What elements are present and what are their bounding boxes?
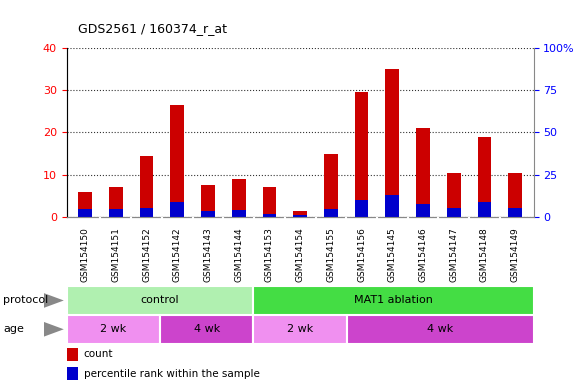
Bar	[477, 137, 491, 217]
Text: GSM154142: GSM154142	[173, 227, 182, 282]
Text: 4 wk: 4 wk	[427, 324, 454, 334]
Bar	[416, 128, 430, 217]
Bar	[67, 348, 78, 361]
Bar	[416, 204, 430, 217]
Text: GSM154149: GSM154149	[510, 227, 520, 282]
Text: protocol: protocol	[3, 295, 48, 306]
Bar	[293, 211, 307, 217]
Bar	[78, 192, 92, 217]
Bar	[263, 187, 276, 217]
Text: GDS2561 / 160374_r_at: GDS2561 / 160374_r_at	[78, 22, 227, 35]
Bar	[201, 185, 215, 217]
Text: age: age	[3, 324, 24, 334]
Text: MAT1 ablation: MAT1 ablation	[354, 295, 433, 306]
Text: GSM154153: GSM154153	[265, 227, 274, 282]
Text: GSM154156: GSM154156	[357, 227, 366, 282]
Text: GSM154143: GSM154143	[204, 227, 212, 282]
Bar	[385, 195, 399, 217]
Text: GSM154144: GSM154144	[234, 227, 243, 282]
Bar	[109, 209, 123, 217]
Bar	[201, 211, 215, 217]
Text: GSM154151: GSM154151	[111, 227, 120, 282]
Text: percentile rank within the sample: percentile rank within the sample	[84, 369, 259, 379]
Text: GSM154154: GSM154154	[296, 227, 304, 282]
Bar	[67, 367, 78, 380]
Bar	[253, 315, 347, 344]
Text: GSM154150: GSM154150	[81, 227, 90, 282]
Bar	[171, 105, 184, 217]
Bar	[171, 202, 184, 217]
Bar	[385, 69, 399, 217]
Text: GSM154145: GSM154145	[388, 227, 397, 282]
Bar	[508, 173, 522, 217]
Bar	[78, 209, 92, 217]
Text: 2 wk: 2 wk	[287, 324, 313, 334]
Bar	[160, 315, 253, 344]
Text: GSM154152: GSM154152	[142, 227, 151, 282]
Text: GSM154146: GSM154146	[419, 227, 427, 282]
Bar	[109, 187, 123, 217]
Text: GSM154155: GSM154155	[327, 227, 335, 282]
Bar	[232, 179, 245, 217]
Text: GSM154147: GSM154147	[450, 227, 458, 282]
Bar	[508, 208, 522, 217]
Text: control: control	[141, 295, 179, 306]
Text: 4 wk: 4 wk	[194, 324, 220, 334]
Bar	[447, 208, 461, 217]
Bar	[347, 315, 534, 344]
Bar	[293, 215, 307, 217]
Bar	[67, 315, 160, 344]
Bar	[447, 173, 461, 217]
Bar	[355, 200, 368, 217]
Bar	[477, 202, 491, 217]
Polygon shape	[44, 293, 64, 308]
Polygon shape	[44, 322, 64, 337]
Bar	[232, 210, 245, 217]
Bar	[253, 286, 534, 315]
Text: GSM154148: GSM154148	[480, 227, 489, 282]
Bar	[355, 92, 368, 217]
Bar	[263, 214, 276, 217]
Bar	[324, 154, 338, 217]
Bar	[67, 286, 253, 315]
Bar	[140, 156, 154, 217]
Text: 2 wk: 2 wk	[100, 324, 126, 334]
Bar	[324, 209, 338, 217]
Bar	[140, 208, 154, 217]
Text: count: count	[84, 349, 113, 359]
